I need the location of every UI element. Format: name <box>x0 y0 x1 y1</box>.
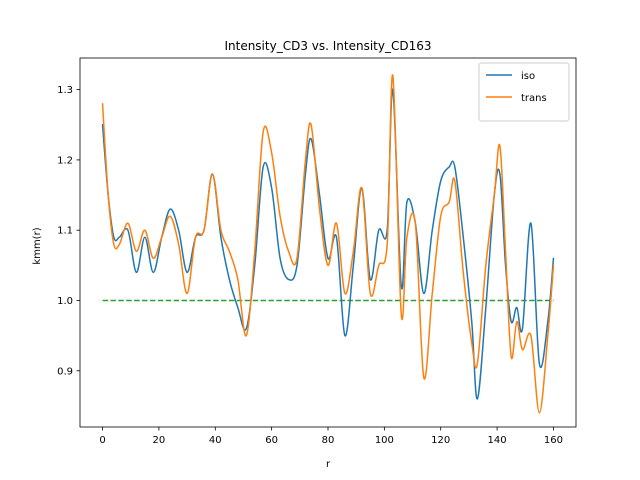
y-tick-label: 1.2 <box>57 155 73 166</box>
x-tick-label: 20 <box>153 435 166 446</box>
x-tick-label: 140 <box>488 435 507 446</box>
y-axis: 0.9 1.0 1.1 1.2 1.3 <box>57 85 80 377</box>
y-tick-label: 0.9 <box>57 366 73 377</box>
x-tick-label: 100 <box>375 435 394 446</box>
series-line-trans <box>101 74 555 414</box>
legend-label-iso: iso <box>521 71 535 82</box>
series-line-iso <box>101 88 555 400</box>
legend: iso trans <box>478 62 570 122</box>
y-tick-label: 1.3 <box>57 85 73 96</box>
y-tick-label: 1.1 <box>57 226 73 237</box>
x-tick-label: 40 <box>209 435 222 446</box>
x-tick-label: 160 <box>544 435 563 446</box>
x-axis-label: r <box>326 459 331 470</box>
chart-title: Intensity_CD3 vs. Intensity_CD163 <box>224 39 431 53</box>
x-tick-label: 80 <box>322 435 335 446</box>
y-axis-label: kmm(r) <box>32 227 43 264</box>
x-axis: 0 20 40 60 80 100 120 140 160 <box>99 427 563 446</box>
y-tick-label: 1.0 <box>57 296 73 307</box>
legend-label-trans: trans <box>521 93 547 104</box>
x-tick-label: 120 <box>431 435 450 446</box>
x-tick-label: 0 <box>99 435 105 446</box>
x-tick-label: 60 <box>265 435 278 446</box>
legend-box <box>478 62 570 122</box>
